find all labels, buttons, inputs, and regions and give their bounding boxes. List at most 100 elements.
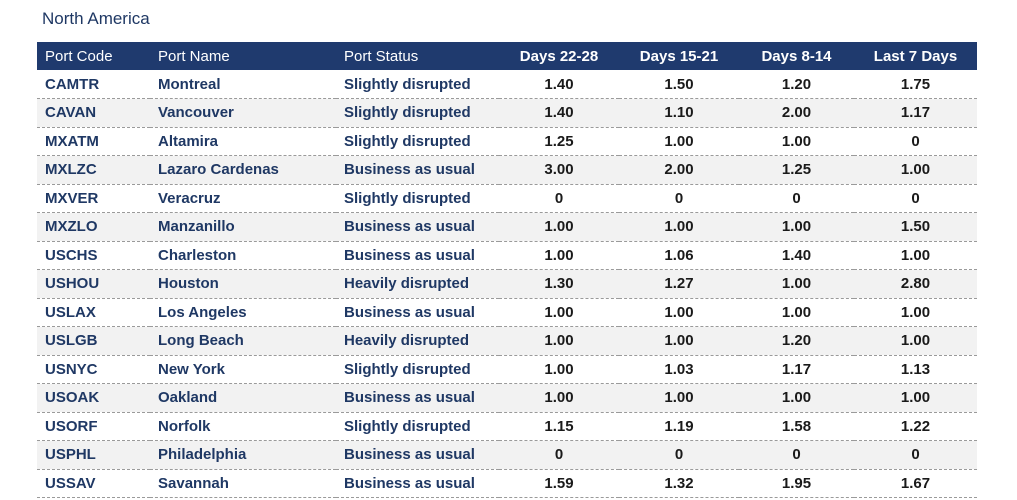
cell-port-status: Slightly disrupted [336, 127, 499, 156]
table-row[interactable]: MXLZC Lazaro Cardenas Business as usual 3.0… [37, 155, 977, 185]
cell-port-status: Slightly disrupted [336, 98, 499, 128]
table-row[interactable]: USSAV Savannah Business as usual 1.59 1.32 1.… [37, 469, 977, 498]
cell-days-8-14: 1.58 [739, 412, 854, 441]
cell-days-15-21: 0 [619, 184, 739, 213]
cell-days-8-14: 1.17 [739, 355, 854, 384]
header-days-22-28[interactable]: Days 22-28 [519, 47, 599, 65]
header-days-8-14[interactable]: Days 8-14 [761, 47, 832, 65]
cell-port-status: Business as usual [336, 469, 499, 498]
table-row[interactable]: MXVER Veracruz Slightly disrupted 0 0 0 0 [37, 184, 977, 213]
cell-port-name: Vancouver [150, 98, 336, 128]
cell-port-name: Altamira [150, 127, 336, 156]
cell-days-8-14: 1.00 [739, 212, 854, 242]
cell-port-status: Business as usual [336, 241, 499, 270]
cell-port-status: Heavily disrupted [336, 269, 499, 299]
header-port-code[interactable]: Port Code [45, 47, 113, 65]
cell-last-7-days: 1.00 [854, 383, 977, 413]
cell-port-name: Veracruz [150, 184, 336, 213]
cell-last-7-days: 0 [854, 440, 977, 470]
cell-port-status: Slightly disrupted [336, 184, 499, 213]
cell-port-code: USPHL [37, 440, 150, 470]
table-body: CAMTR Montreal Slightly disrupted 1.40 1.50 1… [37, 70, 977, 498]
cell-days-22-28: 1.25 [499, 127, 619, 156]
cell-days-15-21: 1.27 [619, 269, 739, 299]
table-row[interactable]: USPHL Philadelphia Business as usual 0 0 0 0 [37, 440, 977, 470]
cell-port-code: USSAV [37, 469, 150, 498]
cell-days-22-28: 1.40 [499, 98, 619, 128]
cell-days-22-28: 1.00 [499, 241, 619, 270]
header-days-15-21[interactable]: Days 15-21 [639, 47, 719, 65]
cell-port-code: MXZLO [37, 212, 150, 242]
cell-port-name: Philadelphia [150, 440, 336, 470]
cell-port-status: Business as usual [336, 383, 499, 413]
table-row[interactable]: USORF Norfolk Slightly disrupted 1.15 1.19 1.… [37, 412, 977, 441]
cell-port-code: USLGB [37, 326, 150, 356]
table-row[interactable]: MXATM Altamira Slightly disrupted 1.25 1.00 1… [37, 127, 977, 156]
cell-days-8-14: 1.40 [739, 241, 854, 270]
cell-port-code: USNYC [37, 355, 150, 384]
cell-last-7-days: 1.50 [854, 212, 977, 242]
cell-days-15-21: 1.00 [619, 127, 739, 156]
cell-days-15-21: 1.00 [619, 383, 739, 413]
cell-port-status: Heavily disrupted [336, 326, 499, 356]
cell-port-status: Slightly disrupted [336, 412, 499, 441]
cell-days-22-28: 1.00 [499, 355, 619, 384]
table-row[interactable]: USNYC New York Slightly disrupted 1.00 1.03 1… [37, 355, 977, 384]
table-row[interactable]: USCHS Charleston Business as usual 1.00 1.06… [37, 241, 977, 270]
cell-days-15-21: 0 [619, 440, 739, 470]
cell-days-8-14: 1.00 [739, 269, 854, 299]
cell-days-8-14: 2.00 [739, 98, 854, 128]
table-row[interactable]: CAMTR Montreal Slightly disrupted 1.40 1.50 1… [37, 70, 977, 99]
header-last-7-days[interactable]: Last 7 Days [873, 47, 958, 65]
cell-days-15-21: 1.10 [619, 98, 739, 128]
cell-port-code: USLAX [37, 298, 150, 327]
table-row[interactable]: MXZLO Manzanillo Business as usual 1.00 1.00… [37, 212, 977, 242]
cell-days-22-28: 3.00 [499, 155, 619, 185]
cell-last-7-days: 1.00 [854, 155, 977, 185]
cell-port-name: New York [150, 355, 336, 384]
table-row[interactable]: USLGB Long Beach Heavily disrupted 1.00 1.00… [37, 326, 977, 356]
header-port-status[interactable]: Port Status [344, 47, 419, 65]
cell-last-7-days: 1.75 [854, 70, 977, 99]
cell-days-8-14: 0 [739, 440, 854, 470]
cell-port-code: USHOU [37, 269, 150, 299]
cell-last-7-days: 1.00 [854, 298, 977, 327]
region-title: North America [42, 9, 150, 28]
cell-days-15-21: 1.50 [619, 70, 739, 99]
cell-last-7-days: 1.00 [854, 326, 977, 356]
cell-days-15-21: 1.03 [619, 355, 739, 384]
cell-days-15-21: 1.06 [619, 241, 739, 270]
cell-days-15-21: 1.32 [619, 469, 739, 498]
cell-port-name: Oakland [150, 383, 336, 413]
cell-port-status: Business as usual [336, 155, 499, 185]
cell-port-status: Business as usual [336, 212, 499, 242]
cell-port-code: USORF [37, 412, 150, 441]
cell-port-status: Slightly disrupted [336, 355, 499, 384]
cell-days-22-28: 1.00 [499, 212, 619, 242]
cell-days-8-14: 1.20 [739, 326, 854, 356]
cell-port-name: Montreal [150, 70, 336, 99]
cell-days-22-28: 0 [499, 184, 619, 213]
cell-port-code: USOAK [37, 383, 150, 413]
cell-days-22-28: 1.30 [499, 269, 619, 299]
cell-last-7-days: 0 [854, 184, 977, 213]
cell-days-22-28: 1.59 [499, 469, 619, 498]
cell-days-15-21: 1.19 [619, 412, 739, 441]
cell-days-22-28: 1.00 [499, 298, 619, 327]
cell-days-22-28: 1.00 [499, 326, 619, 356]
table-row[interactable]: USHOU Houston Heavily disrupted 1.30 1.27 1.0… [37, 269, 977, 299]
cell-days-8-14: 0 [739, 184, 854, 213]
cell-last-7-days: 1.13 [854, 355, 977, 384]
cell-days-15-21: 1.00 [619, 326, 739, 356]
header-port-name[interactable]: Port Name [158, 47, 230, 65]
cell-last-7-days: 2.80 [854, 269, 977, 299]
cell-days-15-21: 1.00 [619, 212, 739, 242]
cell-port-name: Charleston [150, 241, 336, 270]
cell-port-name: Savannah [150, 469, 336, 498]
cell-last-7-days: 0 [854, 127, 977, 156]
table-row[interactable]: USOAK Oakland Business as usual 1.00 1.00 1.0… [37, 383, 977, 413]
table-row[interactable]: CAVAN Vancouver Slightly disrupted 1.40 1.10… [37, 98, 977, 128]
cell-days-8-14: 1.00 [739, 127, 854, 156]
cell-port-status: Slightly disrupted [336, 70, 499, 99]
table-row[interactable]: USLAX Los Angeles Business as usual 1.00 1.0… [37, 298, 977, 327]
